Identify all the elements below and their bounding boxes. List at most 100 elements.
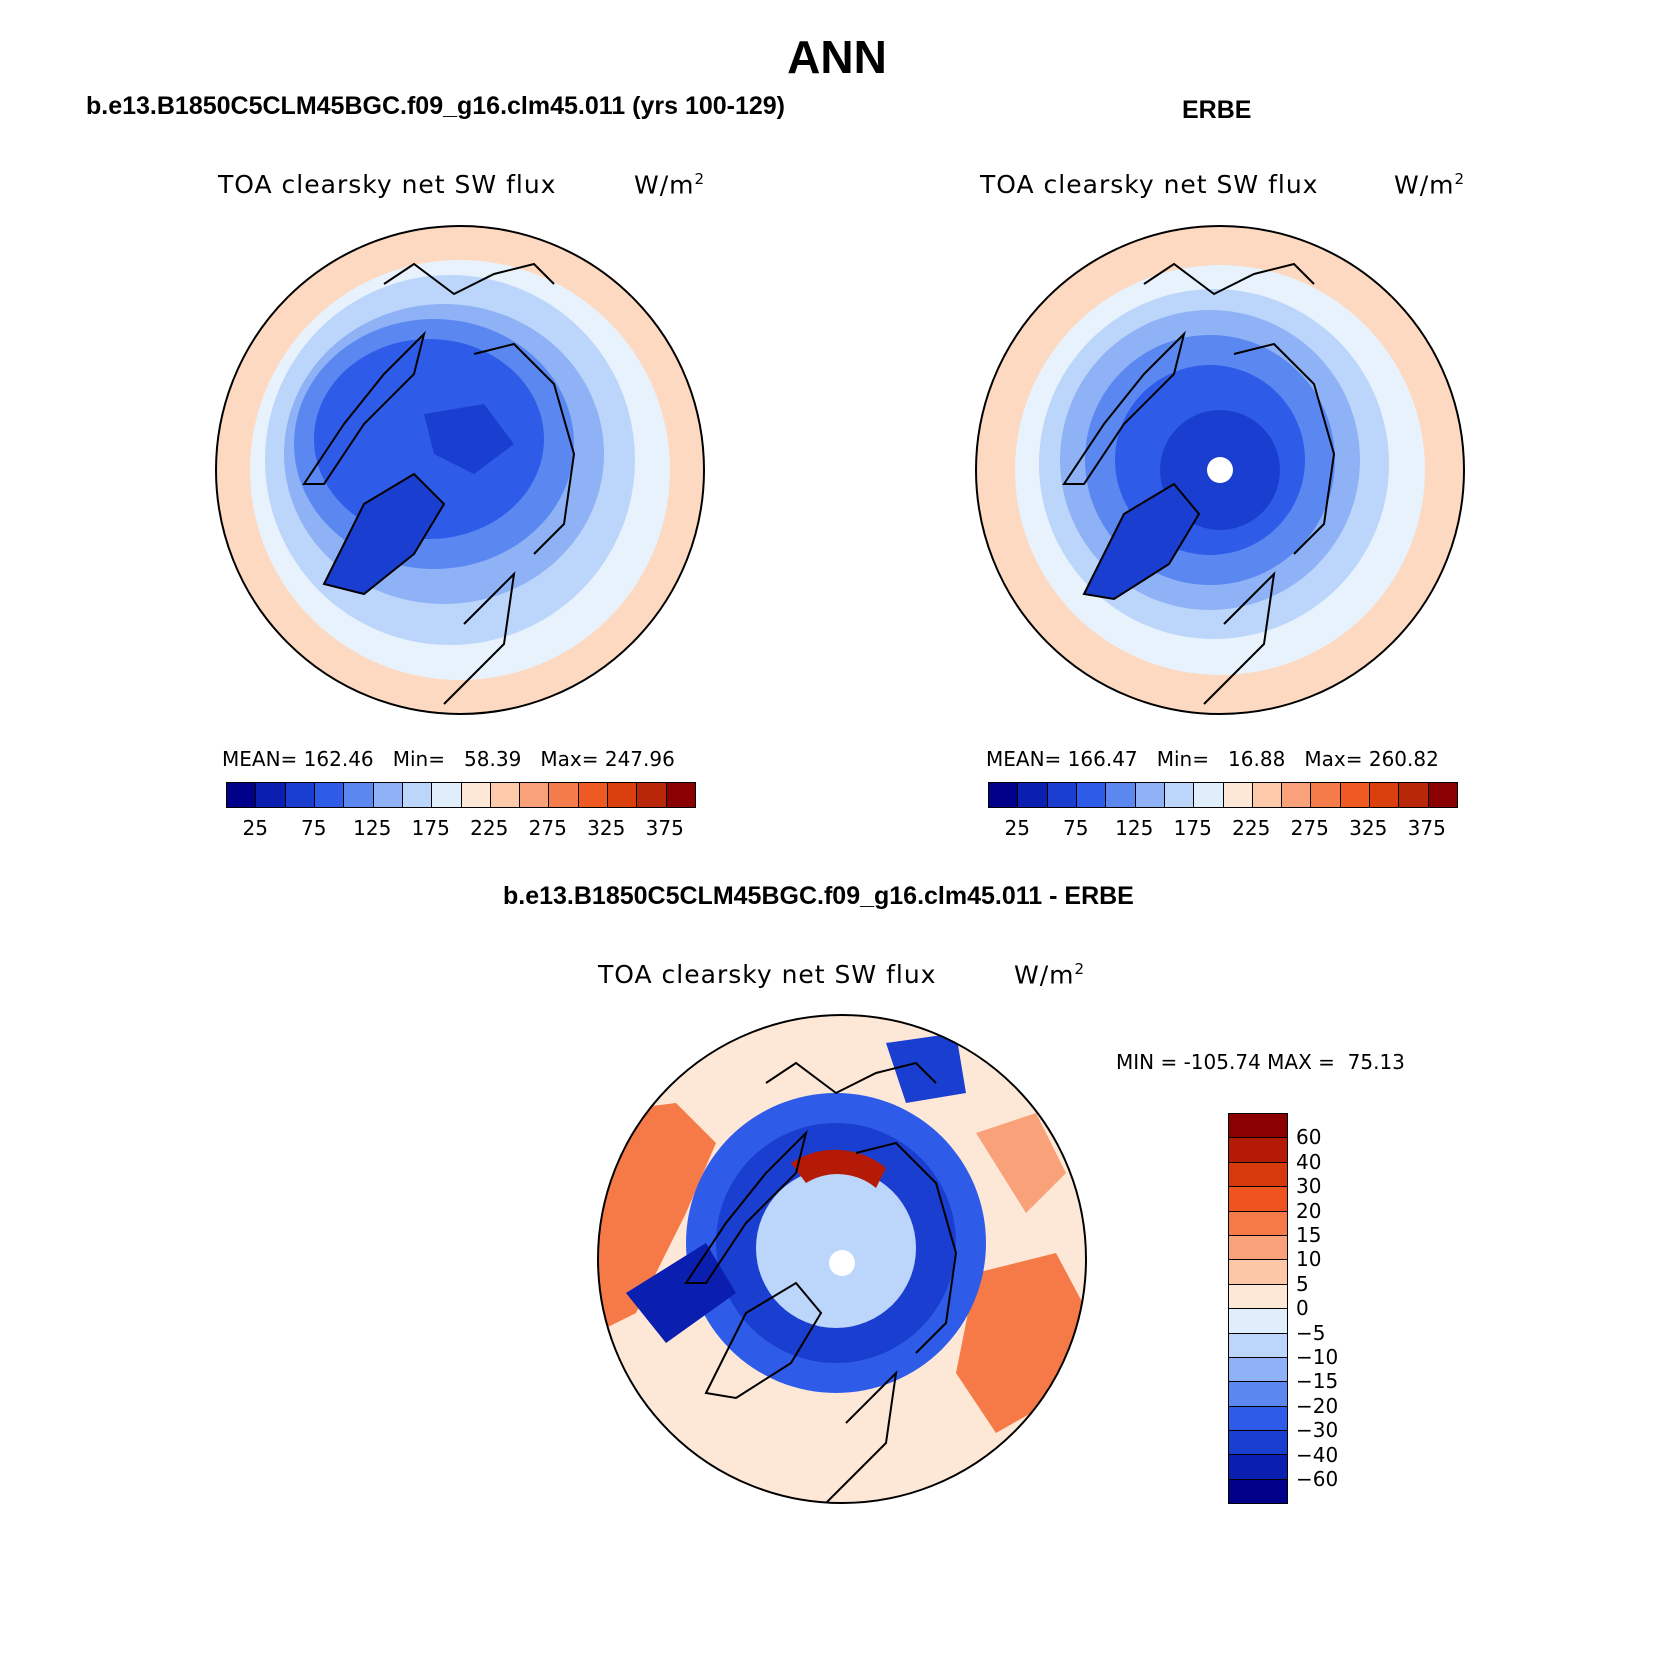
colorbar-swatch: [1229, 1455, 1287, 1480]
colorbar-swatch: [1194, 783, 1224, 807]
colorbar-swatch: [1311, 783, 1341, 807]
model-colorbar-ticks: 25 75 125 175 225 275 325 375: [226, 816, 694, 842]
diff-colorbar-labels: 60 40 30 20 15 10 5 0 −5 −10 −15 −20 −30 −40 −60: [1296, 1113, 1416, 1493]
obs-colorbar: [988, 782, 1458, 808]
colorbar-swatch: [608, 783, 638, 807]
diff-alaska-coast: [765, 1061, 937, 1095]
obs-polar-map: [975, 225, 1465, 715]
colorbar-level-label: 0: [1296, 1296, 1309, 1321]
colorbar-level-label: 60: [1296, 1125, 1322, 1150]
colorbar-swatch: [1223, 783, 1253, 807]
colorbar-swatch: [1135, 783, 1165, 807]
colorbar-swatch: [1229, 1406, 1287, 1432]
obs-alaska-coast: [1143, 262, 1315, 296]
colorbar-swatch: [1076, 783, 1107, 807]
obs-units-label: W/m2: [1394, 170, 1466, 200]
diff-positive-arc: [791, 1149, 886, 1188]
obs-greenland-field: [1084, 484, 1199, 599]
model-greenland-coast: [322, 472, 446, 596]
colorbar-level-label: −15: [1296, 1369, 1339, 1394]
model-map-border: [215, 225, 705, 715]
model-variable-label: TOA clearsky net SW flux: [218, 170, 557, 199]
colorbar-swatch: [373, 783, 403, 807]
diff-greenland-coast: [704, 1281, 823, 1400]
obs-stats: MEAN= 166.47 Min= 16.88 Max= 260.82: [986, 747, 1439, 771]
colorbar-swatch: [1252, 783, 1283, 807]
diff-stats: MIN = -105.74 MAX = 75.13: [1116, 1050, 1405, 1074]
model-stats: MEAN= 162.46 Min= 58.39 Max= 247.96: [222, 747, 675, 771]
colorbar-swatch: [1047, 783, 1077, 807]
colorbar-swatch: [637, 783, 667, 807]
colorbar-tick-label: 25: [1004, 816, 1030, 840]
colorbar-tick-label: 325: [587, 816, 626, 840]
colorbar-swatch: [1399, 783, 1429, 807]
colorbar-swatch: [1282, 783, 1312, 807]
diff-negative-greenland: [626, 1243, 736, 1343]
colorbar-tick-label: 125: [1115, 816, 1154, 840]
colorbar-swatch: [344, 783, 374, 807]
colorbar-swatch: [1229, 1162, 1287, 1188]
colorbar-level-label: 5: [1296, 1271, 1309, 1296]
colorbar-swatch: [1229, 1211, 1287, 1236]
model-alaska-coast: [383, 262, 555, 296]
colorbar-swatch: [549, 783, 579, 807]
colorbar-tick-label: 325: [1349, 816, 1388, 840]
colorbar-swatch: [1164, 783, 1195, 807]
colorbar-tick-label: 125: [353, 816, 392, 840]
colorbar-swatch: [1229, 1187, 1287, 1212]
diff-map-border: [597, 1014, 1087, 1504]
colorbar-level-label: −30: [1296, 1418, 1339, 1443]
colorbar-tick-label: 225: [470, 816, 509, 840]
colorbar-swatch: [666, 783, 695, 807]
obs-siberia-coast: [1233, 342, 1336, 555]
diff-polar-map: [597, 1014, 1087, 1504]
diff-pole-gap: [829, 1250, 855, 1276]
colorbar-tick-label: 175: [1173, 816, 1212, 840]
colorbar-tick-label: 275: [1290, 816, 1329, 840]
diff-arctic-archipelago-coast: [684, 1129, 808, 1284]
colorbar-swatch: [1370, 783, 1400, 807]
colorbar-tick-label: 75: [1063, 816, 1089, 840]
colorbar-swatch: [1229, 1235, 1287, 1261]
colorbar-tick-label: 275: [528, 816, 567, 840]
colorbar-swatch: [314, 783, 345, 807]
diff-panel-title: b.e13.B1850C5CLM45BGC.f09_g16.clm45.011 …: [503, 882, 1134, 910]
model-pole-field: [424, 404, 514, 474]
obs-greenland-coast: [1082, 482, 1201, 601]
model-arctic-archipelago-coast: [302, 330, 426, 485]
colorbar-swatch: [256, 783, 286, 807]
model-units-label: W/m2: [634, 170, 706, 200]
colorbar-tick-label: 175: [411, 816, 450, 840]
colorbar-swatch: [1340, 783, 1371, 807]
colorbar-swatch: [490, 783, 521, 807]
model-scandinavia-coast: [443, 571, 516, 705]
colorbar-tick-label: 225: [1232, 816, 1271, 840]
colorbar-swatch: [402, 783, 433, 807]
colorbar-swatch: [1229, 1114, 1287, 1139]
colorbar-swatch: [1229, 1138, 1287, 1163]
colorbar-swatch: [520, 783, 550, 807]
colorbar-tick-label: 25: [242, 816, 268, 840]
obs-arctic-archipelago-coast: [1062, 330, 1186, 485]
diff-central-field: [756, 1168, 916, 1328]
diff-variable-label: TOA clearsky net SW flux: [598, 960, 937, 989]
colorbar-tick-label: 375: [1407, 816, 1446, 840]
colorbar-level-label: −60: [1296, 1467, 1339, 1491]
diff-units-label: W/m2: [1014, 960, 1086, 990]
obs-variable-label: TOA clearsky net SW flux: [980, 170, 1319, 199]
colorbar-swatch: [1229, 1284, 1287, 1310]
colorbar-level-label: 15: [1296, 1223, 1322, 1247]
colorbar-swatch: [1229, 1382, 1287, 1407]
colorbar-swatch: [1229, 1357, 1287, 1383]
colorbar-swatch: [1229, 1309, 1287, 1334]
colorbar-level-label: 40: [1296, 1149, 1322, 1174]
diff-negative-beaufort: [886, 1033, 966, 1103]
model-polar-map: [215, 225, 705, 715]
colorbar-swatch: [461, 783, 491, 807]
colorbar-level-label: −40: [1296, 1442, 1339, 1467]
colorbar-swatch: [1229, 1479, 1287, 1504]
obs-panel-title: ERBE: [1182, 96, 1252, 124]
colorbar-level-label: 10: [1296, 1247, 1322, 1272]
colorbar-level-label: −20: [1296, 1393, 1339, 1418]
colorbar-swatch: [1106, 783, 1136, 807]
